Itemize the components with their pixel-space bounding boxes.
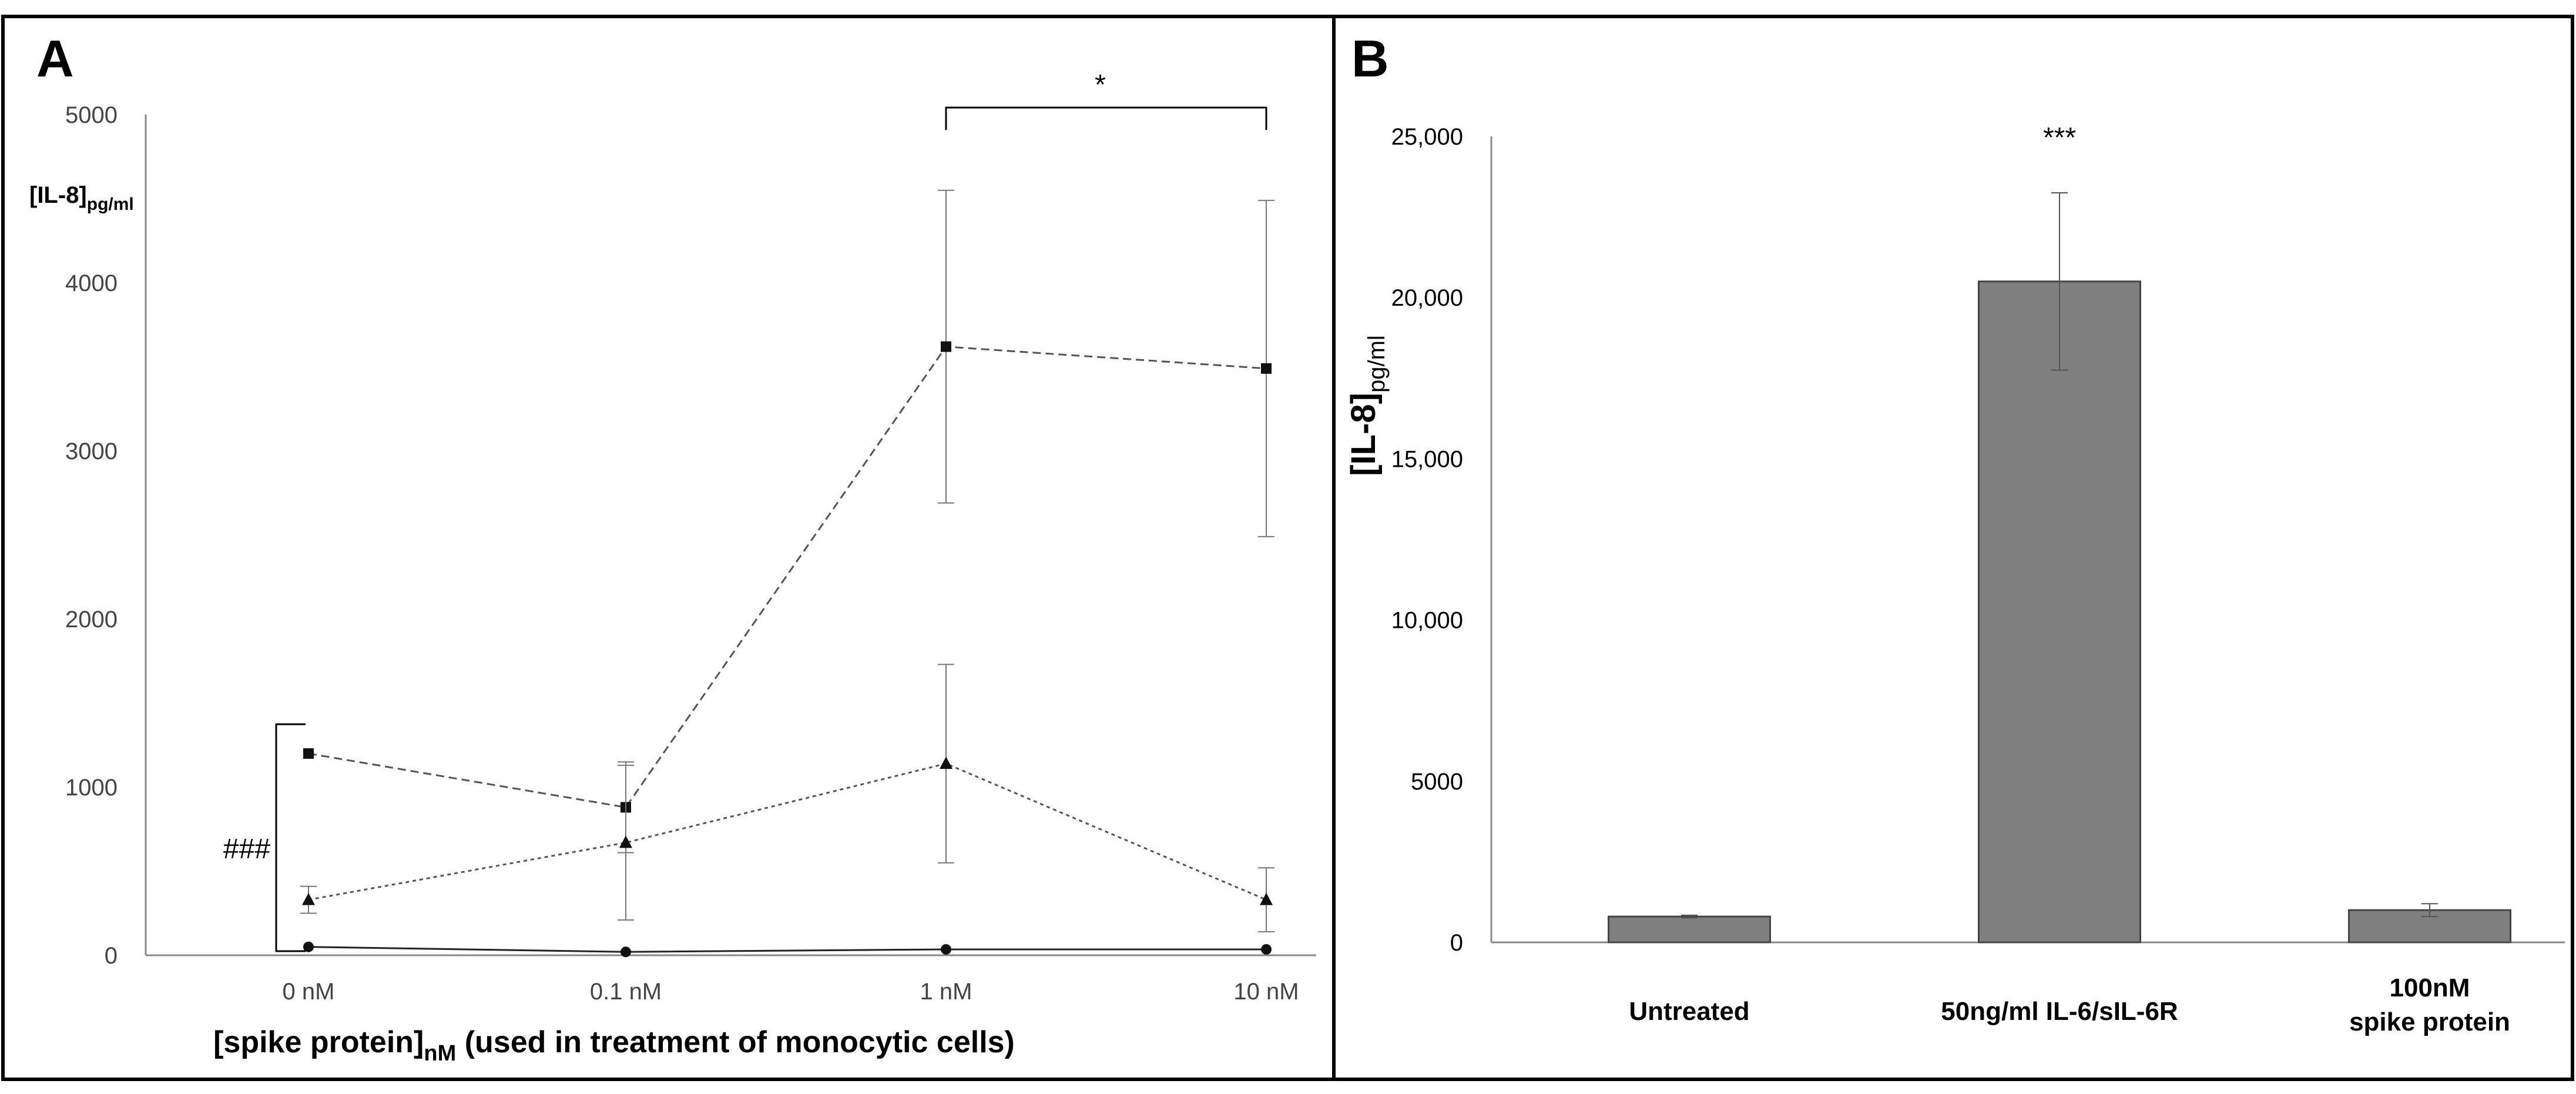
x-category-label: 100nM xyxy=(2390,973,2470,1002)
y-axis-title: [IL-8]pg/ml xyxy=(1344,335,1390,476)
data-point-triangle xyxy=(940,756,952,769)
significance-bracket xyxy=(945,106,1267,130)
data-point-triangle xyxy=(1260,892,1273,905)
data-point-square xyxy=(1261,363,1272,374)
panel-a-chart: 0 1000 2000 3000 4000 5000 0 nM 0.1 nM 1 nM 10 nM… xyxy=(29,69,1316,1066)
bar xyxy=(1608,915,1771,944)
data-point-circle xyxy=(303,941,314,952)
y-tick-label: 20,000 xyxy=(1391,285,1463,311)
x-category-label: spike protein xyxy=(2349,1008,2510,1036)
data-point-circle xyxy=(1261,944,1272,955)
y-tick-label: 25,000 xyxy=(1391,124,1463,150)
y-axis-title-sub: pg/ml xyxy=(87,195,134,214)
y-tick-label: 0 xyxy=(105,943,118,969)
series-line-square xyxy=(308,346,1267,808)
y-tick-label: 5000 xyxy=(1411,769,1463,795)
series-line-triangle xyxy=(308,762,1267,901)
significance-star: * xyxy=(1095,69,1106,101)
y-tick-label: 15,000 xyxy=(1391,446,1463,472)
y-axis-title-sub: pg/ml xyxy=(1364,335,1390,393)
x-tick-label: 10 nM xyxy=(1233,979,1299,1005)
data-point-square xyxy=(303,748,314,759)
x-axis-title-rest: (used in treatment of monocytic cells) xyxy=(456,1025,1015,1059)
y-tick-label: 3000 xyxy=(65,439,118,464)
x-tick-label: 1 nM xyxy=(920,979,972,1005)
y-tick-label: 10,000 xyxy=(1391,608,1463,634)
y-axis-title: [IL-8]pg/ml xyxy=(29,182,134,214)
x-axis-title-sub: nM xyxy=(424,1041,456,1066)
y-tick-label: 2000 xyxy=(65,607,118,633)
y-axis-title-base: [IL-8] xyxy=(29,182,87,208)
panel-b-frame xyxy=(1332,15,2574,1081)
y-axis-title-base: [IL-8] xyxy=(1344,393,1383,476)
bar xyxy=(1978,280,2141,944)
data-point-circle xyxy=(941,944,951,955)
panel-b-label: B xyxy=(1351,29,1389,88)
data-point-triangle xyxy=(302,892,315,905)
x-tick-label: 0 nM xyxy=(283,979,335,1005)
x-category-label: 50ng/ml IL-6/sIL-6R xyxy=(1941,997,2178,1026)
data-point-square xyxy=(941,341,951,352)
panel-a-label: A xyxy=(36,29,74,88)
y-tick-label: 1000 xyxy=(65,775,118,801)
hash-bracket xyxy=(275,723,306,952)
data-point-triangle xyxy=(619,835,632,848)
y-tick-label: 0 xyxy=(1450,930,1463,956)
x-category-label: Untreated xyxy=(1629,997,1749,1026)
x-tick-label: 0.1 nM xyxy=(590,979,662,1005)
significance-stars: *** xyxy=(2043,122,2076,153)
panel-b-chart: 0 5000 10,000 15,000 20,000 25,000 [IL-8]pg/ml… xyxy=(1344,122,2565,1036)
x-axis-title: [spike protein]nM (used in treatment of … xyxy=(213,1025,1015,1066)
hash-annotation: ### xyxy=(223,834,270,865)
x-axis-title-base: [spike protein] xyxy=(213,1025,424,1059)
data-point-circle xyxy=(620,946,631,958)
y-tick-label: 4000 xyxy=(65,270,118,296)
y-tick-label: 5000 xyxy=(65,102,118,128)
series-line-circle xyxy=(308,946,1266,953)
